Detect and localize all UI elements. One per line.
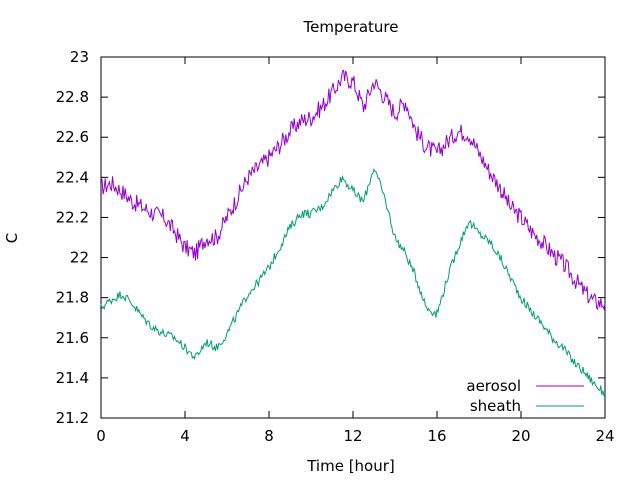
x-tick-label: 16 (427, 427, 446, 445)
x-tick-label: 0 (96, 427, 106, 445)
y-tick-label: 21.2 (56, 409, 89, 427)
x-tick-label: 24 (595, 427, 614, 445)
y-tick-labels: 21.2 21.4 21.6 21.8 22 22.2 22.4 22.6 22.8 23 (56, 48, 89, 427)
y-tick-label: 22.6 (56, 128, 89, 146)
series-line-sheath (100, 168, 606, 397)
y-tick-label: 21.8 (56, 289, 89, 307)
x-tick-label: 12 (343, 427, 362, 445)
legend-label-aerosol: aerosol (466, 377, 521, 395)
y-tick-label: 22.8 (56, 88, 89, 106)
y-tick-label: 21.4 (56, 369, 89, 387)
x-tick-label: 8 (264, 427, 274, 445)
y-tick-label: 21.6 (56, 329, 89, 347)
y-tick-label: 22.4 (56, 168, 89, 186)
series-lines (100, 69, 606, 397)
y-tick-label: 22.2 (56, 208, 89, 226)
axis-ticks (100, 56, 606, 419)
series-line-aerosol (100, 69, 606, 311)
chart-title: Temperature (302, 18, 398, 36)
x-tick-label: 4 (180, 427, 190, 445)
x-tick-labels: 0 4 8 12 16 20 24 (96, 427, 614, 445)
x-tick-label: 20 (511, 427, 530, 445)
x-axis-label: Time [hour] (306, 457, 395, 475)
legend-label-sheath: sheath (470, 397, 521, 415)
y-tick-label: 23 (70, 48, 89, 66)
y-tick-label: 22 (70, 249, 89, 267)
legend: aerosol sheath (466, 377, 584, 415)
y-axis-label: C (3, 233, 21, 243)
